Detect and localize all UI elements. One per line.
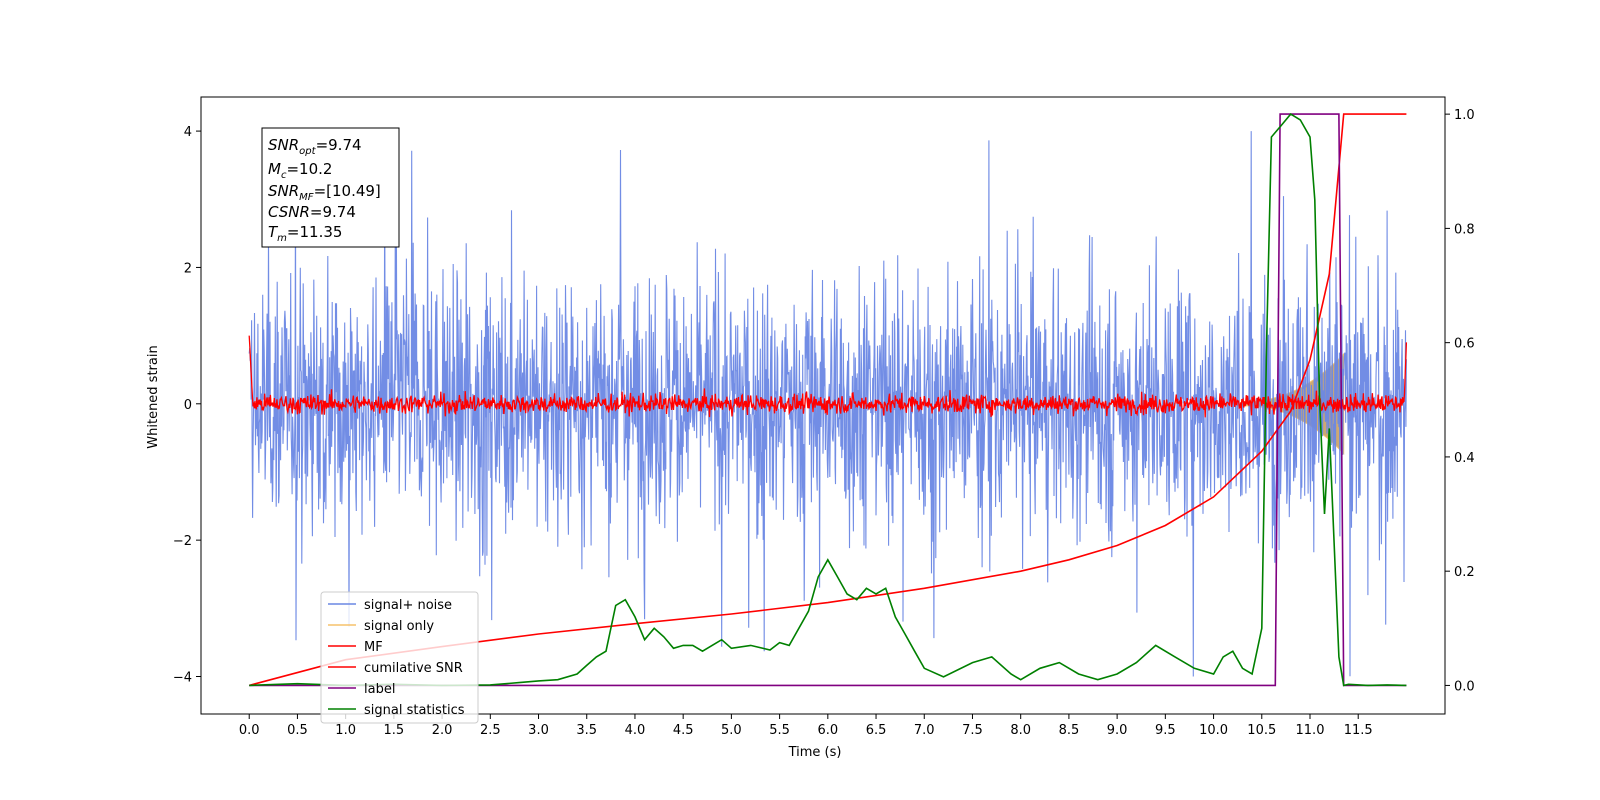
series-signal-noise bbox=[248, 131, 1407, 677]
info-mc: Mc=10.2 bbox=[268, 160, 332, 181]
legend-entry: label bbox=[328, 682, 395, 697]
x-tick-label: 0.5 bbox=[287, 723, 308, 738]
ticks-layer: 0.0 0.5 1.0 1.5 2.0 2.5 3.0 3.5 4.0 4.5 5.0 5.5 6.0 6… bbox=[173, 108, 1475, 738]
x-tick-label: 9.0 bbox=[1107, 723, 1128, 738]
legend-entry: MF bbox=[328, 640, 383, 655]
x-tick-label: 11.0 bbox=[1296, 723, 1325, 738]
legend-label: cumilative SNR bbox=[364, 661, 463, 676]
x-tick-label: 1.5 bbox=[384, 723, 405, 738]
info-snr-mf: SNRMF=[10.49] bbox=[268, 182, 381, 203]
series-cumilative-snr bbox=[248, 113, 1407, 687]
x-tick-label: 2.5 bbox=[480, 723, 501, 738]
y2-tick-label: 0.2 bbox=[1454, 565, 1475, 580]
legend-label: label bbox=[364, 682, 395, 697]
legend-entry: cumilative SNR bbox=[328, 661, 463, 676]
x-tick-label: 5.5 bbox=[769, 723, 790, 738]
y2-tick-label: 0.6 bbox=[1454, 337, 1475, 352]
x-tick-label: 7.0 bbox=[914, 723, 935, 738]
x-tick-label: 7.5 bbox=[962, 723, 983, 738]
y-tick-label: 2 bbox=[184, 261, 192, 276]
y-axis-label: Whitened strain bbox=[146, 345, 161, 448]
info-csnr: CSNR=9.74 bbox=[268, 203, 356, 221]
x-tick-label: 3.0 bbox=[528, 723, 549, 738]
x-axis-label: Time (s) bbox=[788, 745, 842, 760]
y2-tick-label: 1.0 bbox=[1454, 108, 1475, 123]
legend-label: MF bbox=[364, 640, 383, 655]
legend-entry: signal+ noise bbox=[328, 598, 452, 613]
y-tick-label: −2 bbox=[173, 534, 192, 549]
noise-trace-layer bbox=[248, 131, 1407, 677]
x-tick-label: 3.5 bbox=[576, 723, 597, 738]
x-tick-label: 0.0 bbox=[239, 723, 260, 738]
x-tick-label: 4.0 bbox=[625, 723, 646, 738]
x-tick-label: 10.0 bbox=[1199, 723, 1228, 738]
series-mf bbox=[248, 335, 1408, 418]
legend-label: signal+ noise bbox=[364, 598, 452, 613]
y-tick-label: 4 bbox=[184, 125, 192, 140]
x-tick-label: 8.5 bbox=[1059, 723, 1080, 738]
x-tick-label: 11.5 bbox=[1344, 723, 1373, 738]
y2-tick-label: 0.4 bbox=[1454, 451, 1475, 466]
legend-entry: signal statistics bbox=[328, 703, 465, 718]
x-tick-label: 6.5 bbox=[866, 723, 887, 738]
y-tick-label: −4 bbox=[173, 671, 192, 686]
right-axis-lines-layer bbox=[248, 113, 1407, 687]
legend: signal+ noise signal only MF cumilative … bbox=[320, 591, 479, 724]
mf-trace-layer bbox=[248, 335, 1408, 418]
legend-entry: signal only bbox=[328, 619, 434, 634]
x-tick-label: 1.0 bbox=[335, 723, 356, 738]
x-tick-label: 4.5 bbox=[673, 723, 694, 738]
plot-frame bbox=[200, 96, 1446, 715]
x-tick-label: 2.0 bbox=[432, 723, 453, 738]
legend-label: signal only bbox=[364, 619, 434, 634]
series-signal-statistics bbox=[249, 113, 1407, 687]
y2-tick-label: 0.8 bbox=[1454, 222, 1475, 237]
y2-tick-label: 0.0 bbox=[1454, 679, 1475, 694]
x-tick-label: 6.0 bbox=[817, 723, 838, 738]
legend-label: signal statistics bbox=[364, 703, 465, 718]
info-tm: Tm=11.35 bbox=[268, 223, 342, 244]
x-tick-label: 8.0 bbox=[1010, 723, 1031, 738]
x-tick-label: 5.0 bbox=[721, 723, 742, 738]
y-tick-label: 0 bbox=[184, 398, 192, 413]
info-snr-opt: SNRopt=9.74 bbox=[268, 136, 362, 157]
x-tick-label: 9.5 bbox=[1155, 723, 1176, 738]
info-box: SNRopt=9.74 Mc=10.2 SNRMF=[10.49] CSNR=9… bbox=[261, 127, 400, 248]
axes-layer bbox=[200, 96, 1446, 715]
x-tick-label: 10.5 bbox=[1247, 723, 1276, 738]
